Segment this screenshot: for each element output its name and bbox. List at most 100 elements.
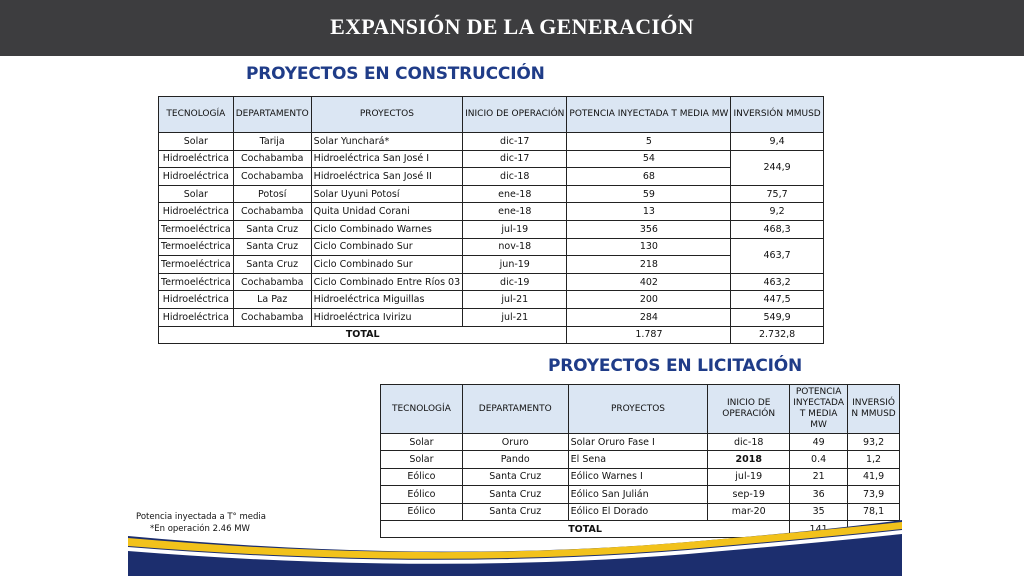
wave-white-stripe bbox=[128, 530, 902, 564]
wave-gold-stripe bbox=[128, 522, 902, 559]
cell-potencia: 59 bbox=[566, 184, 732, 204]
cell-inversion: 41,9 bbox=[847, 467, 900, 487]
cell-proyecto: Hidroeléctrica Ivirizu bbox=[310, 307, 464, 327]
cell-tecnologia: Hidroeléctrica bbox=[158, 290, 234, 309]
cell-inversion: 463,7 bbox=[730, 237, 824, 274]
cell-potencia: 54 bbox=[566, 149, 732, 169]
cell-inicio: dic-18 bbox=[707, 432, 791, 452]
cell-inicio: dic-18 bbox=[462, 167, 568, 186]
cell-tecnologia: Termoeléctrica bbox=[158, 219, 234, 239]
table-row: Solar Pando El Sena 2018 0.4 1,2 bbox=[380, 450, 900, 469]
footnote-potencia: Potencia inyectada a T° media bbox=[136, 512, 266, 522]
cell-departamento: Santa Cruz bbox=[232, 237, 312, 257]
cell-proyecto: Hidroeléctrica San José II bbox=[310, 167, 464, 186]
cell-proyecto: Hidroeléctrica San José I bbox=[310, 149, 464, 169]
col-header-potencia: POTENCIA INYECTADA T MEDIA MW bbox=[789, 384, 849, 434]
cell-proyecto: Solar Uyuni Potosí bbox=[310, 184, 464, 204]
cell-proyecto: Ciclo Combinado Entre Ríos 03 bbox=[310, 272, 464, 292]
table-row: Hidroeléctrica Cochabamba Hidroeléctrica… bbox=[158, 307, 824, 327]
cell-proyecto: Solar Oruro Fase I bbox=[567, 432, 709, 452]
footnotes: Potencia inyectada a T° media *En operac… bbox=[136, 511, 266, 535]
col-header-departamento: DEPARTAMENTO bbox=[232, 96, 312, 133]
cell-potencia: 49 bbox=[789, 432, 849, 452]
cell-inicio: mar-20 bbox=[707, 502, 791, 521]
cell-departamento: Cochabamba bbox=[232, 167, 312, 186]
cell-tecnologia: Hidroeléctrica bbox=[158, 149, 234, 169]
cell-inversion: 468,3 bbox=[730, 219, 824, 239]
cell-inicio: 2018 bbox=[707, 450, 791, 469]
cell-inicio: jul-21 bbox=[462, 307, 568, 327]
wave-navy-shape bbox=[128, 520, 902, 576]
col-header-inversion: INVERSIÓN MMUSD bbox=[847, 384, 900, 434]
footnote-operacion: *En operación 2.46 MW bbox=[150, 524, 250, 534]
table-row: Hidroeléctrica La Paz Hidroeléctrica Mig… bbox=[158, 290, 824, 309]
cell-inversion: 75,7 bbox=[730, 184, 824, 204]
title-bar: EXPANSIÓN DE LA GENERACIÓN bbox=[0, 0, 1024, 56]
cell-inicio: jun-19 bbox=[462, 255, 568, 274]
cell-departamento: Santa Cruz bbox=[461, 485, 569, 504]
cell-tecnologia: Eólico bbox=[380, 467, 463, 487]
cell-departamento: Potosí bbox=[232, 184, 312, 204]
cell-tecnologia: Solar bbox=[380, 450, 463, 469]
table-row: Termoeléctrica Cochabamba Ciclo Combinad… bbox=[158, 272, 824, 292]
table-row: Solar Potosí Solar Uyuni Potosí ene-18 5… bbox=[158, 184, 824, 204]
cell-inicio: sep-19 bbox=[707, 485, 791, 504]
cell-inversion: 447,5 bbox=[730, 290, 824, 309]
cell-potencia: 36 bbox=[789, 485, 849, 504]
cell-proyecto: Eólico El Dorado bbox=[567, 502, 709, 521]
cell-proyecto: Eólico Warnes I bbox=[567, 467, 709, 487]
total-label: TOTAL bbox=[379, 519, 791, 539]
table-row: Eólico Santa Cruz Eólico El Dorado mar-2… bbox=[380, 502, 900, 521]
cell-departamento: Santa Cruz bbox=[232, 219, 312, 239]
cell-potencia: 21 bbox=[789, 467, 849, 487]
page-title: EXPANSIÓN DE LA GENERACIÓN bbox=[330, 14, 694, 39]
cell-tecnologia: Hidroeléctrica bbox=[158, 167, 234, 186]
col-header-departamento: DEPARTAMENTO bbox=[461, 384, 569, 434]
total-inversion: 2.732,8 bbox=[730, 325, 824, 345]
cell-tecnologia: Hidroeléctrica bbox=[158, 202, 234, 221]
construction-title: PROYECTOS EN CONSTRUCCIÓN bbox=[246, 64, 545, 84]
cell-tecnologia: Solar bbox=[158, 184, 234, 204]
table-row: Termoeléctrica Santa Cruz Ciclo Combinad… bbox=[158, 255, 824, 274]
cell-proyecto: Ciclo Combinado Warnes bbox=[310, 219, 464, 239]
table-row: Eólico Santa Cruz Eólico Warnes I jul-19… bbox=[380, 467, 900, 487]
cell-proyecto: Eólico San Julián bbox=[567, 485, 709, 504]
cell-proyecto: Ciclo Combinado Sur bbox=[310, 255, 464, 274]
cell-potencia: 0.4 bbox=[789, 450, 849, 469]
cell-inversion: 549,9 bbox=[730, 307, 824, 327]
cell-tecnologia: Termoeléctrica bbox=[158, 272, 234, 292]
table-row: Hidroeléctrica Cochabamba Hidroeléctrica… bbox=[158, 167, 824, 186]
cell-inicio: dic-19 bbox=[462, 272, 568, 292]
total-row: TOTAL 1.787 2.732,8 bbox=[157, 325, 824, 345]
table-row: Termoeléctrica Santa Cruz Ciclo Combinad… bbox=[158, 237, 824, 274]
cell-departamento: Cochabamba bbox=[232, 307, 312, 327]
cell-departamento: Cochabamba bbox=[232, 149, 312, 169]
cell-tecnologia: Solar bbox=[158, 132, 234, 151]
table-row: Hidroeléctrica Cochabamba Hidroeléctrica… bbox=[158, 149, 824, 186]
col-header-potencia: POTENCIA INYECTADA T MEDIA MW bbox=[566, 96, 732, 133]
cell-departamento: Santa Cruz bbox=[232, 255, 312, 274]
cell-inicio: jul-21 bbox=[462, 290, 568, 309]
cell-potencia: 130 bbox=[566, 237, 732, 257]
cell-potencia: 35 bbox=[789, 502, 849, 521]
cell-departamento: Cochabamba bbox=[232, 202, 312, 221]
table-row: Eólico Santa Cruz Eólico San Julián sep-… bbox=[380, 485, 900, 504]
cell-inversion: 1,2 bbox=[847, 450, 900, 469]
cell-inversion: 9,2 bbox=[730, 202, 824, 221]
cell-potencia: 5 bbox=[566, 132, 732, 151]
cell-inversion: 78,1 bbox=[847, 502, 900, 521]
cell-departamento: La Paz bbox=[232, 290, 312, 309]
table-row: Solar Tarija Solar Yunchará* dic-17 5 9,… bbox=[158, 132, 824, 151]
cell-inicio: ene-18 bbox=[462, 184, 568, 204]
cell-inicio: dic-17 bbox=[462, 149, 568, 169]
cell-inicio: dic-17 bbox=[462, 132, 568, 151]
cell-inicio: jul-19 bbox=[462, 219, 568, 239]
cell-inversion: 73,9 bbox=[847, 485, 900, 504]
cell-tecnologia: Termoeléctrica bbox=[158, 237, 234, 257]
table-row: Hidroeléctrica Cochabamba Quita Unidad C… bbox=[158, 202, 824, 221]
cell-potencia: 356 bbox=[566, 219, 732, 239]
cell-inversion: 463,2 bbox=[730, 272, 824, 292]
col-header-tecnologia: TECNOLOGÍA bbox=[158, 96, 234, 133]
total-label: TOTAL bbox=[157, 325, 568, 345]
cell-proyecto: Ciclo Combinado Sur bbox=[310, 237, 464, 257]
